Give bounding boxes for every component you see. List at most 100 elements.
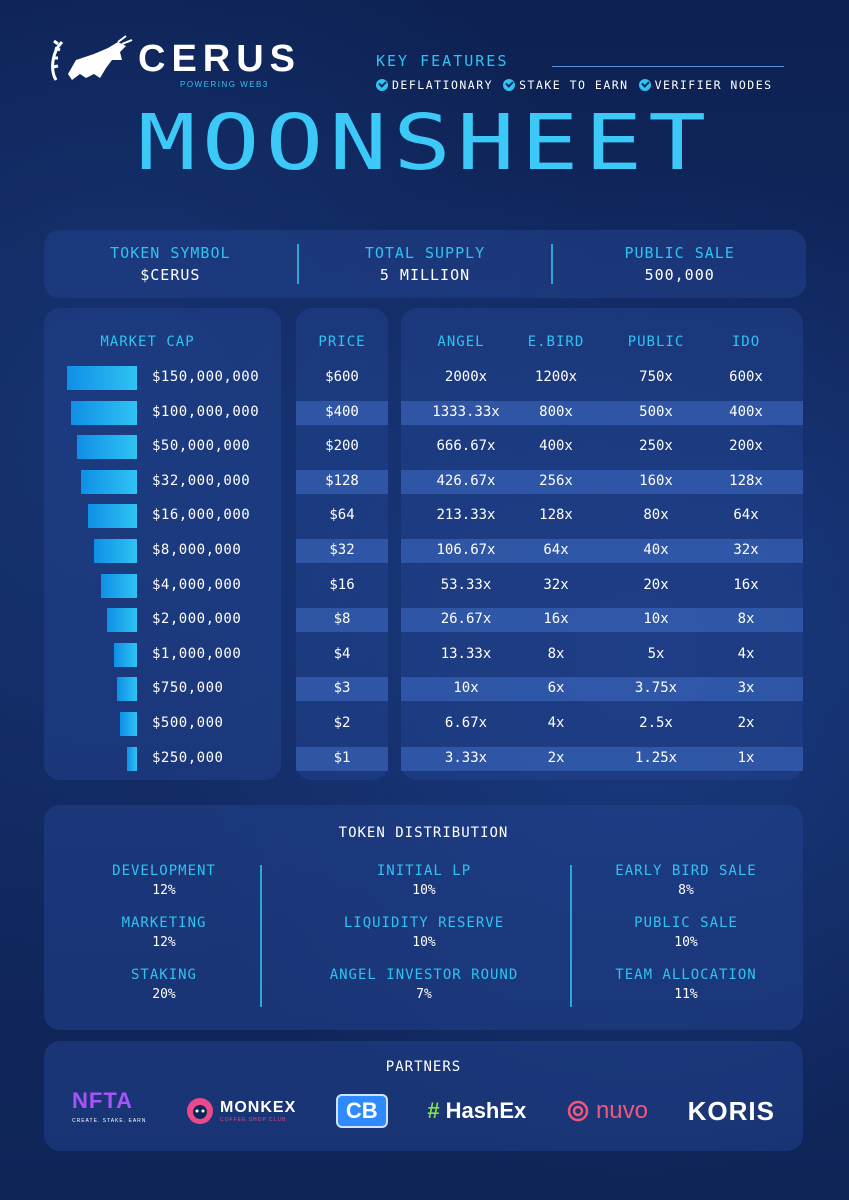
ido-multiplier: 200x (729, 438, 763, 455)
ido-header: IDO (731, 334, 761, 350)
ido-multiplier: 4x (737, 645, 755, 662)
price-value: $8 (333, 611, 351, 628)
feature-item: STAKE TO EARN (503, 78, 629, 92)
ido-multiplier: 400x (729, 403, 763, 420)
market-cap-value: $150,000,000 (152, 369, 260, 385)
check-icon (638, 79, 651, 91)
public-header: PUBLIC (627, 334, 685, 350)
ebird-multiplier: 128x (539, 507, 573, 524)
ido-multiplier: 32x (733, 542, 759, 558)
distribution-item: LIQUIDITY RESERVE 10% (304, 915, 544, 967)
distribution-value: 8% (678, 883, 694, 898)
angel-multiplier: 6.67x (444, 715, 488, 731)
distribution-column: INITIAL LP 10% LIQUIDITY RESERVE 10% ANGEL… (304, 863, 544, 1019)
total-supply: TOTAL SUPPLY 5 MILLION (299, 230, 552, 298)
market-cap-bar (116, 677, 137, 702)
divider (551, 244, 554, 284)
feature-label: DEFLATIONARY (392, 78, 494, 92)
distribution-value: 12% (152, 883, 176, 898)
distribution-item: EARLY BIRD SALE 8% (566, 863, 806, 915)
ebird-header: E.BIRD (527, 334, 585, 350)
angel-multiplier: 426.67x (436, 472, 496, 489)
key-features-divider (552, 66, 784, 67)
price-value: $128 (325, 472, 359, 489)
price-header: PRICE (318, 334, 366, 350)
ebird-multiplier: 8x (547, 645, 565, 662)
market-cap-bar (87, 504, 137, 529)
market-cap-value: $50,000,000 (152, 438, 251, 455)
distribution-value: 11% (674, 987, 698, 1002)
nfta-logo[interactable]: NFTA CREATE. STAKE. EARN (72, 1088, 147, 1125)
market-cap-value: $2,000,000 (152, 611, 242, 628)
cerus-logo: CERUS POWERING WEB3 (46, 30, 326, 100)
market-cap-value: $4,000,000 (152, 576, 242, 593)
angel-multiplier: 1333.33x (432, 403, 500, 420)
public-multiplier: 750x (639, 369, 673, 385)
market-cap-bar (77, 435, 137, 460)
brand-name: CERUS (138, 38, 302, 80)
distribution-label: EARLY BIRD SALE (615, 863, 757, 879)
distribution-item: TEAM ALLOCATION 11% (566, 967, 806, 1019)
row-band (401, 746, 803, 771)
partners-title: PARTNERS (385, 1059, 462, 1075)
public-multiplier: 80x (643, 507, 669, 524)
token-info-label: TOKEN SYMBOL (110, 244, 231, 262)
market-cap-value: $100,000,000 (152, 403, 260, 420)
token-info-value: $CERUS (140, 266, 201, 284)
headline: MOONSHEET (137, 97, 713, 188)
public-multiplier: 10x (643, 611, 669, 628)
token-info-value: 5 MILLION (379, 266, 471, 284)
cb-logo[interactable]: CB (335, 1094, 388, 1128)
ebird-multiplier: 16x (543, 611, 569, 628)
distribution-item: PUBLIC SALE 10% (566, 915, 806, 967)
ido-multiplier: 3x (737, 680, 755, 697)
nuvo-logo[interactable]: nuvo (566, 1097, 648, 1125)
market-cap-panel: MARKET CAP $150,000,000 $100,000,000 $50,0… (44, 308, 281, 780)
key-features-list: DEFLATIONARY STAKE TO EARN VERIFIER NODE… (376, 78, 773, 92)
ebird-multiplier: 400x (539, 438, 573, 455)
koris-logo[interactable]: KORIS (687, 1095, 775, 1126)
ido-multiplier: 8x (737, 611, 755, 628)
partner-logos: NFTA CREATE. STAKE. EARN MONKEX COFFEE SHO… (72, 1088, 775, 1131)
public-multiplier: 40x (643, 542, 669, 558)
market-cap-bar (107, 608, 137, 633)
ebird-multiplier: 2x (547, 749, 565, 766)
bull-icon (51, 35, 133, 81)
distribution-label: INITIAL LP (376, 863, 472, 879)
market-cap-value: $500,000 (152, 715, 224, 731)
angel-multiplier: 10x (453, 680, 479, 697)
market-cap-header: MARKET CAP (100, 334, 195, 350)
market-cap-value: $32,000,000 (152, 472, 251, 489)
public-multiplier: 160x (639, 472, 673, 489)
ebird-multiplier: 800x (539, 403, 573, 420)
market-cap-value: $250,000 (152, 749, 224, 766)
market-cap-value: $8,000,000 (152, 542, 242, 558)
price-value: $600 (325, 369, 359, 385)
angel-multiplier: 53.33x (440, 576, 492, 593)
distribution-value: 10% (412, 935, 436, 950)
monkex-logo[interactable]: MONKEX COFFEE SHOP CLUB (186, 1097, 296, 1125)
token-symbol: TOKEN SYMBOL $CERUS (44, 230, 297, 298)
market-cap-value: $1,000,000 (152, 645, 242, 662)
ido-multiplier: 128x (729, 472, 763, 489)
angel-header: ANGEL (437, 334, 485, 350)
market-cap-bar (81, 469, 137, 494)
distribution-column: DEVELOPMENT 12% MARKETING 12% STAKING 20% (44, 863, 284, 1019)
angel-multiplier: 26.67x (440, 611, 492, 628)
price-value: $4 (333, 645, 351, 662)
hashex-logo[interactable]: # HashEx (427, 1098, 527, 1123)
ebird-multiplier: 1200x (534, 369, 578, 385)
distribution-item: INITIAL LP 10% (304, 863, 544, 915)
token-distribution-panel: TOKEN DISTRIBUTION DEVELOPMENT 12% MARKET… (44, 805, 803, 1030)
ido-multiplier: 1x (737, 749, 755, 766)
ido-multiplier: 64x (733, 507, 759, 524)
distribution-item: MARKETING 12% (44, 915, 284, 967)
price-value: $16 (329, 576, 355, 593)
ido-multiplier: 2x (737, 715, 755, 731)
price-value: $400 (325, 403, 359, 420)
monkey-icon (187, 1098, 214, 1124)
row-band (296, 677, 388, 702)
distribution-label: STAKING (130, 967, 197, 983)
check-icon (503, 79, 516, 91)
market-cap-value: $16,000,000 (152, 507, 251, 524)
